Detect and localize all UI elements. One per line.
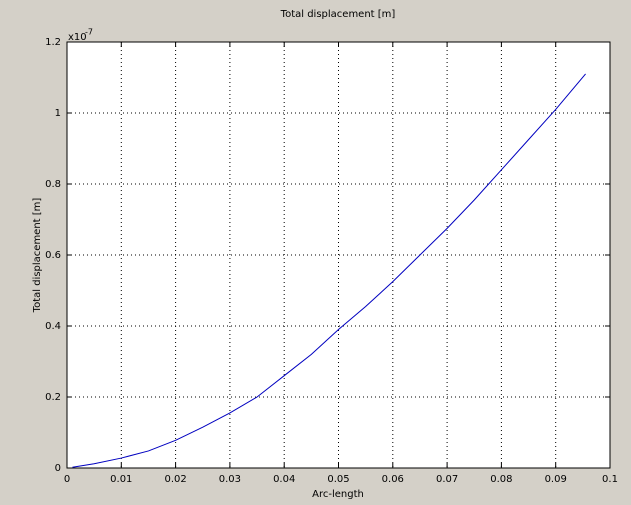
x-tick-label: 0.02 xyxy=(164,474,186,485)
x-tick-label: 0.05 xyxy=(327,474,349,485)
y-multiplier-exponent: -7 xyxy=(85,28,93,37)
y-axis-label: Total displacement [m] xyxy=(32,198,43,314)
y-tick-label: 0 xyxy=(55,463,61,474)
x-tick-label: 0.08 xyxy=(490,474,512,485)
y-tick-label: 0.8 xyxy=(45,179,61,190)
x-tick-label: 0.06 xyxy=(382,474,404,485)
y-tick-label: 0.2 xyxy=(45,392,61,403)
x-tick-label: 0.03 xyxy=(219,474,241,485)
x-tick-label: 0.09 xyxy=(545,474,567,485)
y-tick-label: 0.6 xyxy=(45,250,61,261)
x-tick-label: 0.01 xyxy=(110,474,132,485)
data-line xyxy=(72,73,586,468)
x-tick-label: 0.04 xyxy=(273,474,295,485)
x-tick-label: 0.1 xyxy=(602,474,618,485)
chart-title: Total displacement [m] xyxy=(280,9,396,20)
x-tick-label: 0.07 xyxy=(436,474,458,485)
x-tick-label: 0 xyxy=(64,474,70,485)
y-multiplier: x10 xyxy=(68,32,87,43)
y-tick-label: 1 xyxy=(55,108,61,119)
x-axis-label: Arc-length xyxy=(312,489,364,500)
y-tick-label: 1.2 xyxy=(45,37,61,48)
y-tick-label: 0.4 xyxy=(45,321,61,332)
